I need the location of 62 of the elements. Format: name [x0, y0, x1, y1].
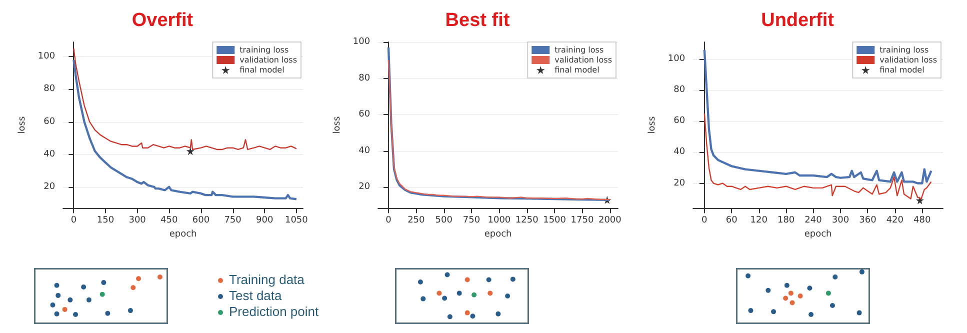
y-tick-label: 100 — [352, 37, 370, 47]
x-tick-label: 360 — [859, 216, 877, 226]
y-tick-label: 100 — [668, 54, 686, 64]
y-tick-label: 40 — [44, 149, 56, 160]
x-tick-label: 420 — [886, 216, 904, 226]
legend-label: validation loss — [240, 56, 298, 64]
y-axis-title: loss — [18, 116, 28, 134]
x-tick-label: 1000 — [488, 216, 511, 226]
x-tick-label: 150 — [96, 216, 114, 226]
chart-title: Best fit — [445, 10, 510, 31]
y-tick-label: 20 — [44, 182, 56, 192]
x-tick-label: 250 — [408, 216, 426, 226]
x-tick-label: 2000 — [598, 216, 622, 226]
y-tick-label: 40 — [358, 146, 370, 156]
text: Prediction point — [229, 304, 319, 320]
x-tick-label: 450 — [160, 216, 178, 226]
x-tick-label: 600 — [192, 216, 210, 226]
legend-label: final model — [554, 66, 600, 74]
text: Training data — [229, 272, 304, 288]
y-tick-label: 80 — [358, 73, 370, 84]
y-tick-label: 60 — [44, 116, 56, 127]
x-tick-label: 180 — [777, 216, 795, 226]
x-tick-label: 1500 — [543, 216, 566, 226]
text: Test data — [229, 288, 282, 304]
y-tick-label: 20 — [358, 182, 370, 192]
x-tick-label: 900 — [256, 216, 274, 226]
x-tick-label: 240 — [804, 216, 822, 226]
y-tick-label: 60 — [358, 110, 370, 120]
y-axis-title: loss — [332, 116, 342, 134]
x-tick-label: 1050 — [284, 216, 308, 226]
x-tick-label: 0 — [702, 216, 708, 226]
legend-label: validation loss — [554, 56, 612, 64]
x-tick-label: 750 — [462, 216, 480, 226]
legend-label: training loss — [240, 46, 289, 54]
x-tick-label: 120 — [750, 216, 768, 226]
x-tick-label: 300 — [832, 216, 850, 226]
y-axis-title: loss — [648, 116, 658, 134]
x-tick-label: 1750 — [570, 216, 594, 226]
legend-label: final model — [240, 66, 284, 74]
legend-label: final model — [880, 66, 924, 74]
x-tick-label: 500 — [435, 216, 453, 226]
x-axis-title: epoch — [484, 230, 512, 240]
x-tick-label: 480 — [914, 216, 931, 226]
legend-label: validation loss — [880, 56, 938, 64]
y-tick-label: 20 — [674, 178, 686, 188]
x-tick-label: 60 — [726, 216, 738, 226]
x-tick-label: 0 — [70, 216, 77, 226]
chart-title: Overfit — [132, 10, 194, 31]
x-tick-label: 300 — [128, 216, 146, 226]
y-tick-label: 80 — [44, 84, 56, 94]
x-tick-label: 1250 — [515, 216, 539, 226]
y-tick-label: 100 — [38, 52, 56, 62]
x-axis-title: epoch — [169, 230, 197, 240]
x-tick-label: 750 — [224, 216, 242, 226]
legend-label: training loss — [554, 46, 604, 54]
x-axis-title: epoch — [804, 230, 832, 240]
legend-label: training loss — [880, 46, 929, 54]
x-tick-label: 0 — [386, 216, 392, 226]
y-tick-label: 60 — [674, 116, 686, 126]
chart-title: Underfit — [761, 10, 835, 31]
y-tick-label: 40 — [674, 147, 686, 158]
y-tick-label: 80 — [674, 85, 686, 96]
